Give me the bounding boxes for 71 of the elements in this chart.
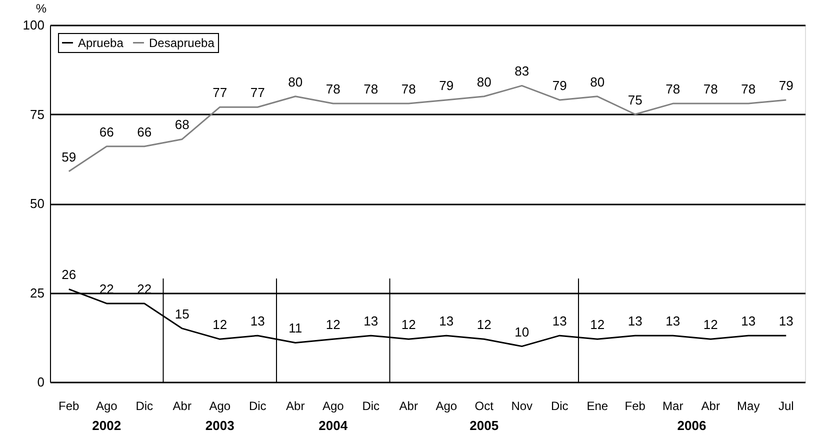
x-tick-label: May (737, 399, 760, 413)
data-label: 59 (62, 149, 76, 164)
data-label: 13 (552, 314, 567, 329)
data-label: 78 (666, 82, 680, 97)
data-label: 66 (137, 124, 152, 140)
x-tick-label: Feb (624, 399, 646, 413)
data-label: 68 (174, 117, 190, 132)
text: 2006 (677, 418, 706, 433)
data-label: 78 (326, 82, 340, 97)
data-label: 12 (590, 317, 605, 332)
data-label: 15 (174, 306, 190, 322)
y-tick-label: 50 (30, 196, 44, 211)
data-label: 13 (364, 314, 378, 329)
y-tick-label: 25 (30, 285, 44, 300)
x-tick-label: Abr (172, 399, 192, 413)
data-label: 12 (401, 317, 416, 332)
data-label: 80 (288, 74, 303, 90)
text: 2002 (92, 418, 122, 433)
x-tick-label: Abr (286, 399, 305, 413)
data-label: 78 (364, 82, 378, 97)
x-tick-label: Mar (662, 399, 684, 413)
x-tick-label: Dic (550, 399, 568, 413)
data-label: 13 (741, 314, 756, 329)
x-tick-label: Abr (701, 399, 720, 413)
x-tick-label: Dic (136, 399, 154, 413)
data-label: 12 (703, 317, 718, 332)
text: 2004 (318, 418, 348, 433)
x-tick-label: Jul (778, 399, 794, 413)
x-tick-label: Ago (96, 399, 118, 413)
data-label: 13 (778, 314, 794, 329)
x-tick-label: Oct (474, 399, 494, 413)
data-label: 78 (741, 82, 756, 97)
data-label: 79 (552, 78, 567, 93)
x-tick-label: Dic (248, 399, 266, 413)
x-tick-label: Ene (586, 399, 608, 413)
x-tick-label: Ago (322, 399, 344, 413)
data-label: 12 (326, 317, 340, 332)
data-label: 79 (439, 78, 454, 93)
legend-label: Desaprueba (149, 36, 215, 50)
data-label: 80 (476, 74, 492, 90)
x-tick-label: Nov (511, 399, 533, 413)
data-label: 13 (666, 314, 680, 329)
data-label: 12 (476, 317, 492, 332)
data-label: 10 (514, 324, 530, 340)
data-label: 77 (212, 85, 228, 100)
data-label: 75 (628, 92, 642, 108)
data-label: 13 (439, 314, 454, 329)
data-label: 26 (62, 267, 76, 282)
text: 2003 (205, 418, 234, 433)
y-axis-title: % (36, 2, 47, 16)
text: 2005 (470, 418, 499, 433)
data-label: 79 (778, 78, 794, 93)
data-label: 13 (250, 314, 265, 329)
data-label: 83 (514, 64, 530, 79)
x-tick-label: Ago (436, 399, 458, 413)
data-label: 11 (288, 320, 302, 336)
y-tick-label: 0 (37, 374, 44, 390)
y-tick-label: 100 (22, 18, 44, 32)
data-label: 78 (703, 82, 718, 97)
data-label: 77 (250, 85, 265, 100)
x-tick-label: Ago (209, 399, 231, 413)
data-label: 13 (628, 314, 642, 329)
x-tick-label: Dic (362, 399, 380, 413)
x-tick-label: Feb (58, 399, 80, 413)
data-label: 66 (99, 124, 114, 140)
data-label: 12 (212, 317, 228, 332)
data-label: 80 (590, 74, 605, 90)
y-tick-label: 75 (30, 106, 44, 122)
x-tick-label: Abr (399, 399, 418, 413)
legend-label: Aprueba (78, 36, 124, 50)
data-label: 78 (401, 82, 416, 97)
